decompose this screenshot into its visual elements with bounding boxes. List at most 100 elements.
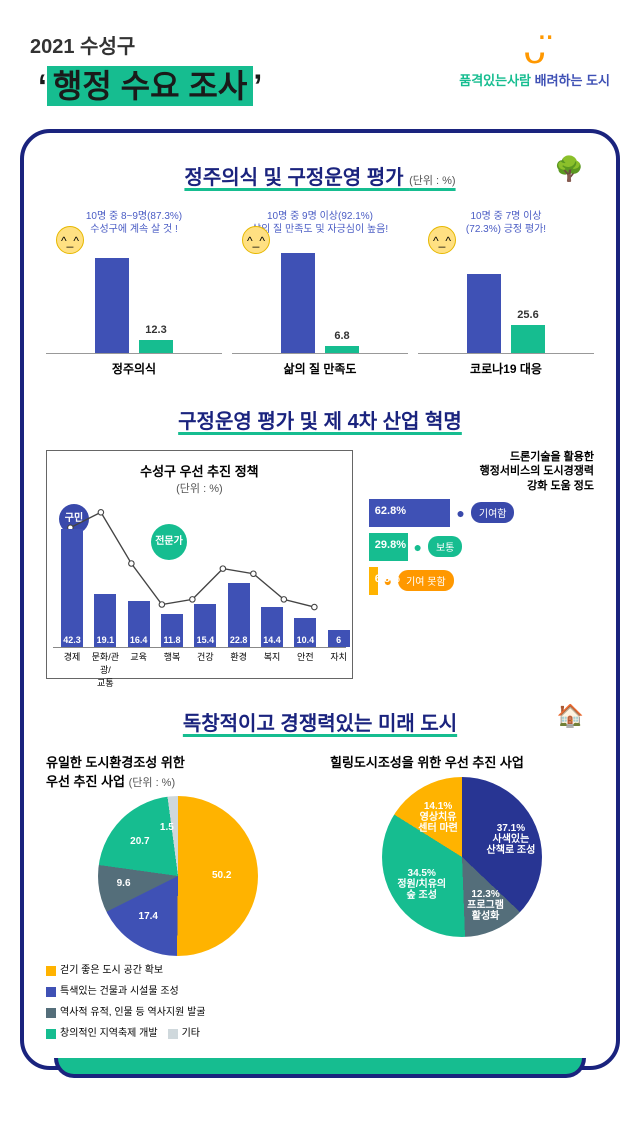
s1-bars: ^_^ 87.3 12.3	[46, 244, 222, 354]
s1-bar-main: 87.3	[95, 258, 129, 353]
logo-slogan: 품격있는사람 배려하는 도시	[459, 70, 610, 89]
hbar-label: 기여 못함	[398, 570, 454, 591]
s2-bar-val: 19.1	[97, 635, 115, 645]
section1-unit: (단위 : %)	[409, 175, 456, 187]
s1-bar-main: 92.1	[281, 253, 315, 353]
s2-bar: 15.4	[194, 604, 216, 647]
s2-category: 환경	[224, 650, 254, 663]
s1-bars: ^_^ 72.3 25.6	[418, 244, 594, 354]
s2-bar: 22.8	[228, 583, 250, 647]
section1-chart-row: 10명 중 8~9명(87.3%)수성구에 계속 살 것 ! ^_^ 87.3 …	[46, 206, 594, 377]
logo-text-a: 품격있는사람	[459, 73, 531, 88]
pie2-col: 힐링도시조성을 위한 우선 추진 사업 37.1%사색있는산책로 조성12.3%…	[330, 752, 594, 1046]
legend-label: 특색있는 건물과 시설물 조성	[60, 983, 179, 1001]
s1-bar-main-val: 72.3	[473, 260, 494, 272]
s2-bar: 10.4	[294, 618, 316, 647]
s1-bar-sub-val: 6.8	[334, 330, 349, 342]
hbar-bar: 6.8%	[369, 567, 378, 595]
pie1-title: 유일한 도시환경조성 위한 우선 추진 사업 (단위 : %)	[46, 752, 310, 790]
s1-label: 정주의식	[46, 360, 222, 377]
section2-title: 구정운영 평가 및 제 4차 산업 혁명	[46, 405, 594, 434]
s2-category: 건강	[190, 650, 220, 663]
badge-expert: 전문가	[151, 524, 187, 560]
tree-icon: 🌳	[554, 155, 584, 184]
logo-text-b: 배려하는 도시	[535, 73, 610, 88]
s2-category: 교육	[124, 650, 154, 663]
s2-category: 복지	[257, 650, 287, 663]
pie1-col: 유일한 도시환경조성 위한 우선 추진 사업 (단위 : %) 50.217.4…	[46, 752, 310, 1046]
hbar-rows: 62.8% ● 기여함 29.8% ● 보통 6.8% ● 기여 못함	[369, 499, 594, 595]
hbar-row: 29.8% ● 보통	[369, 533, 594, 561]
priority-policy-title: 수성구 우선 추진 정책 (단위 : %)	[53, 461, 346, 496]
sun-face-icon: ^_^	[242, 226, 270, 254]
s2-category: 문화/관광/교통	[90, 650, 120, 689]
title-quote-close: ’	[253, 68, 262, 104]
section2-wrap: 수성구 우선 추진 정책 (단위 : %) 구민 전문가 42.3 19.1 1…	[46, 450, 594, 679]
s1-bar-sub-val: 12.3	[145, 324, 166, 336]
s1-label: 코로나19 대응	[418, 360, 594, 377]
hbar-dot-icon: ●	[456, 505, 464, 521]
s1-bar-main-val: 92.1	[287, 239, 308, 251]
s2-bar: 16.4	[128, 601, 150, 647]
hbar-val: 29.8%	[375, 539, 406, 551]
priority-policy-title-text: 수성구 우선 추진 정책	[140, 464, 258, 479]
legend-item: 특색있는 건물과 시설물 조성	[46, 983, 179, 1001]
s2-category: 안전	[290, 650, 320, 663]
legend-swatch	[168, 1029, 178, 1039]
section1-title: 정주의식 및 구정운영 평가 (단위 : %) 🌳	[46, 161, 594, 190]
hbar-label: 보통	[428, 536, 462, 557]
section2-title-text: 구정운영 평가 및 제 4차 산업 혁명	[178, 411, 462, 433]
s2-bar: 6	[328, 630, 350, 647]
s1-bar-sub: 25.6	[511, 325, 545, 353]
header: 2021 수성구 ‘행정 수요 조사’ ᴗ̈ 품격있는사람 배려하는 도시	[0, 0, 640, 119]
header-title: ‘행정 수요 조사’	[30, 59, 270, 109]
pie2-title: 힐링도시조성을 위한 우선 추진 사업	[330, 752, 594, 771]
hbar-label: 기여함	[471, 502, 515, 523]
s2-bar-val: 10.4	[297, 635, 315, 645]
section3-title: 독창적이고 경쟁력있는 미래 도시 🏠	[46, 707, 594, 736]
logo-face-icon: ᴗ̈	[459, 30, 610, 70]
legend-label: 창의적인 지역축제 개발	[60, 1025, 158, 1043]
s2-bar-val: 14.4	[263, 635, 281, 645]
priority-policy-unit: (단위 : %)	[176, 483, 223, 495]
brand-logo: ᴗ̈ 품격있는사람 배려하는 도시	[459, 30, 610, 89]
combo-bar-line-chart: 구민 전문가 42.3 19.1 16.4 11.8 15.4 22.8 14.…	[53, 498, 346, 648]
legend-label: 기타	[182, 1025, 200, 1043]
hbar-val: 6.8%	[375, 573, 400, 585]
pie1-chart: 50.217.49.620.71.5	[98, 796, 258, 956]
s1-bar-sub: 12.3	[139, 340, 173, 353]
legend-swatch	[46, 1029, 56, 1039]
s2-bar-val: 42.3	[63, 635, 81, 645]
title-text: 행정 수요 조사	[47, 66, 253, 106]
s1-bar-main-val: 87.3	[101, 244, 122, 256]
drone-title-l3: 강화 도움 정도	[527, 480, 594, 492]
legend-label: 걷기 좋은 도시 공간 확보	[60, 962, 163, 980]
legend-swatch	[46, 1008, 56, 1018]
drone-title-l1: 드론기술을 활용한	[510, 451, 594, 463]
pie1-legend: 걷기 좋은 도시 공간 확보특색있는 건물과 시설물 조성역사적 유적, 인물 …	[46, 962, 310, 1046]
pie-slice-value: 9.6	[117, 878, 131, 889]
legend-item: 기타	[168, 1025, 200, 1043]
s2-bar-val: 6	[336, 635, 341, 645]
legend-swatch	[46, 966, 56, 976]
hbar-bar: 29.8%	[369, 533, 408, 561]
drone-hbars: 드론기술을 활용한 행정서비스의 도시경쟁력 강화 도움 정도 62.8% ● …	[369, 450, 594, 679]
section1-title-text: 정주의식 및 구정운영 평가	[184, 167, 403, 189]
s1-bar-sub: 6.8	[325, 346, 359, 353]
s1-item: 10명 중 8~9명(87.3%)수성구에 계속 살 것 ! ^_^ 87.3 …	[46, 206, 222, 377]
house-icon: 🏠	[557, 703, 584, 729]
pie-slice-value: 20.7	[130, 836, 149, 847]
s2-bar: 14.4	[261, 607, 283, 647]
priority-policy-chart: 수성구 우선 추진 정책 (단위 : %) 구민 전문가 42.3 19.1 1…	[46, 450, 353, 679]
hbar-row: 62.8% ● 기여함	[369, 499, 594, 527]
pie2-chart: 37.1%사색있는산책로 조성12.3%프로그램활성화34.5%정원/치유의숲 …	[382, 777, 542, 937]
hbar-row: 6.8% ● 기여 못함	[369, 567, 594, 595]
hbar-bar: 62.8%	[369, 499, 451, 527]
pie1-title-l2: 우선 추진 사업	[46, 774, 125, 789]
pie-slice-label: 12.3%프로그램활성화	[459, 889, 513, 922]
section3-wrap: 유일한 도시환경조성 위한 우선 추진 사업 (단위 : %) 50.217.4…	[46, 752, 594, 1046]
pie-slice-value: 50.2	[212, 870, 231, 881]
legend-item: 걷기 좋은 도시 공간 확보	[46, 962, 163, 980]
pie1-unit: (단위 : %)	[129, 777, 176, 789]
pie-slice-value: 1.5	[160, 822, 174, 833]
